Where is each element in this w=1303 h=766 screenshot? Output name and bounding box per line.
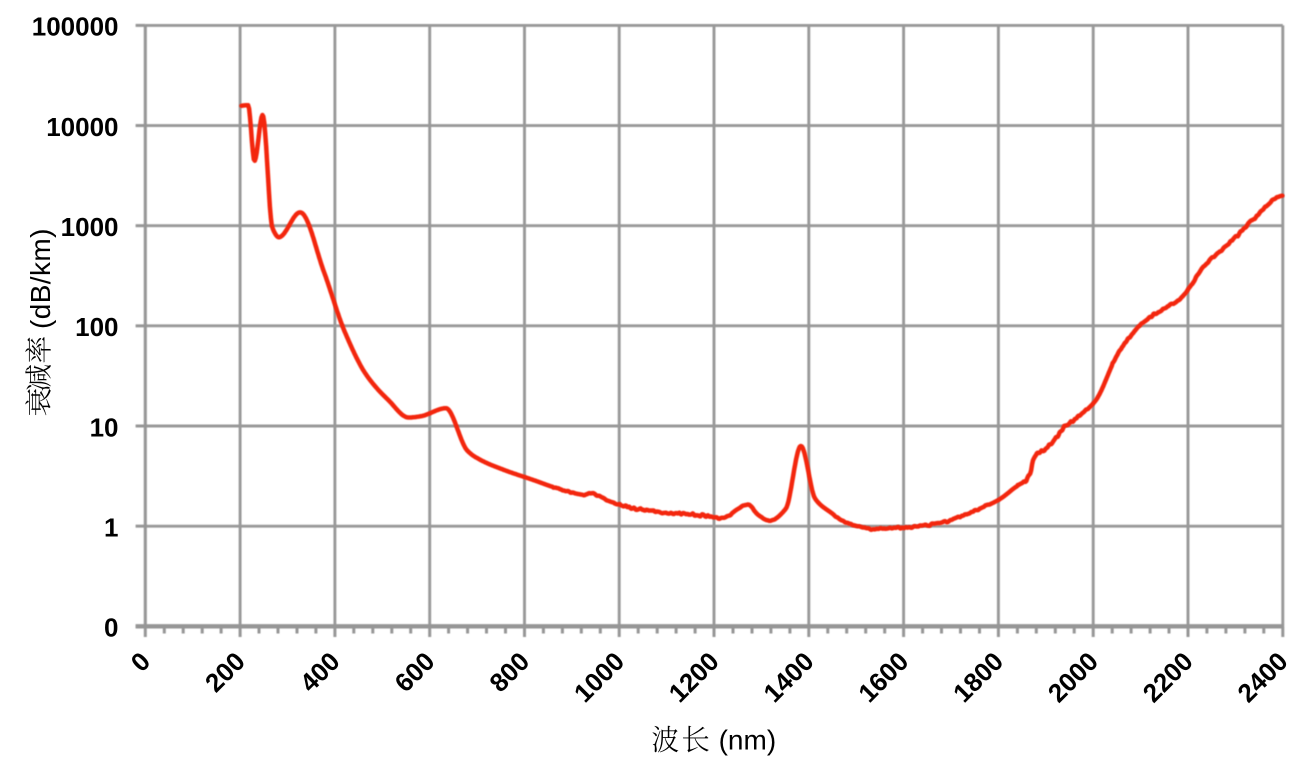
svg-text:10000: 10000	[46, 112, 118, 142]
svg-text:1000: 1000	[61, 212, 119, 242]
svg-text:10: 10	[90, 412, 119, 442]
svg-text:1: 1	[104, 512, 118, 542]
svg-text:(dB/km): (dB/km)	[25, 228, 56, 329]
svg-text:100000: 100000	[32, 12, 119, 42]
svg-text:0: 0	[104, 613, 118, 643]
svg-text:(nm): (nm)	[719, 725, 777, 756]
svg-text:100: 100	[75, 312, 118, 342]
